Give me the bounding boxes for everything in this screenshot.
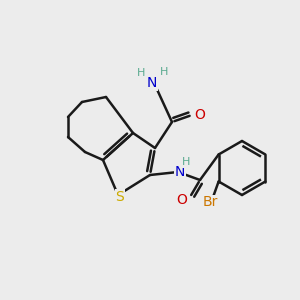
Text: S: S <box>116 190 124 204</box>
Text: H: H <box>160 67 168 77</box>
Text: H: H <box>137 68 145 78</box>
Text: N: N <box>175 165 185 179</box>
Text: N: N <box>147 76 157 90</box>
Text: O: O <box>195 108 206 122</box>
Text: O: O <box>177 193 188 207</box>
Text: H: H <box>182 157 190 167</box>
Text: Br: Br <box>203 196 218 209</box>
